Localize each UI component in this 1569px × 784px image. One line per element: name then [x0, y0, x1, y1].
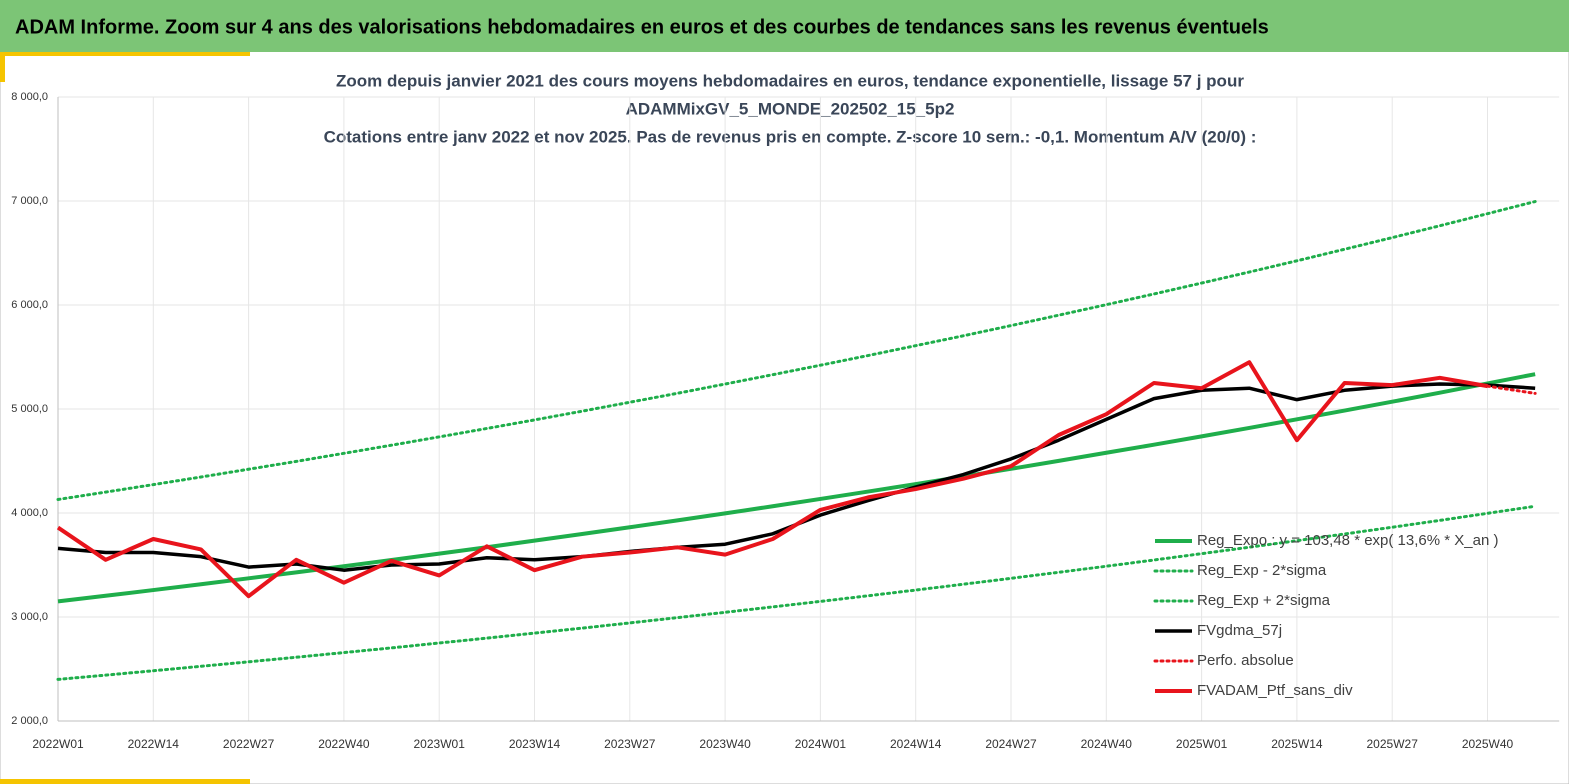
x-tick-label: 2023W14	[509, 737, 561, 751]
legend-label: Reg_Exp - 2*sigma	[1197, 562, 1327, 579]
x-tick-label: 2022W27	[223, 737, 275, 751]
x-tick-label: 2022W14	[128, 737, 180, 751]
series-line	[56, 504, 1537, 681]
legend-label: FVgdma_57j	[1197, 622, 1282, 639]
y-tick-label: 8 000,0	[11, 91, 48, 103]
x-tick-label: 2025W14	[1271, 737, 1323, 751]
x-tick-label: 2023W40	[699, 737, 751, 751]
x-tick-label: 2022W40	[318, 737, 370, 751]
banner	[0, 0, 1569, 52]
y-tick-label: 3 000,0	[11, 611, 48, 623]
series-line	[56, 200, 1537, 501]
x-tick-label: 2023W01	[414, 737, 466, 751]
chart-title: Zoom depuis janvier 2021 des cours moyen…	[336, 71, 1244, 90]
y-tick-label: 4 000,0	[11, 507, 48, 519]
series-line	[56, 360, 1488, 599]
legend-label: Reg_Expo : y = 103,48 * exp( 13,6% * X_a…	[1197, 532, 1498, 549]
x-tick-label: 2024W40	[1081, 737, 1133, 751]
y-tick-label: 6 000,0	[11, 299, 48, 311]
x-tick-label: 2025W01	[1176, 737, 1228, 751]
accent	[0, 52, 5, 82]
x-tick-label: 2024W01	[795, 737, 847, 751]
banner-title: ADAM Informe. Zoom sur 4 ans des valoris…	[15, 16, 1269, 38]
accent	[0, 52, 250, 56]
series-line	[57, 372, 1536, 604]
series-line	[1486, 384, 1537, 395]
accent	[0, 779, 250, 784]
x-tick-label: 2024W27	[985, 737, 1037, 751]
y-tick-label: 2 000,0	[11, 715, 48, 727]
chart-title: ADAMMixGV_5_MONDE_202502_15_5p2	[626, 99, 955, 118]
y-tick-label: 5 000,0	[11, 403, 48, 415]
x-tick-label: 2025W40	[1462, 737, 1514, 751]
legend-label: Perfo. absolue	[1197, 652, 1294, 669]
x-tick-label: 2023W27	[604, 737, 656, 751]
y-tick-label: 7 000,0	[11, 195, 48, 207]
x-tick-label: 2025W27	[1367, 737, 1419, 751]
legend-label: FVADAM_Ptf_sans_div	[1197, 682, 1353, 699]
x-tick-label: 2024W14	[890, 737, 942, 751]
chart-title: Cotations entre janv 2022 et nov 2025. P…	[324, 127, 1257, 146]
legend-label: Reg_Exp + 2*sigma	[1197, 592, 1331, 609]
x-tick-label: 2022W01	[32, 737, 84, 751]
